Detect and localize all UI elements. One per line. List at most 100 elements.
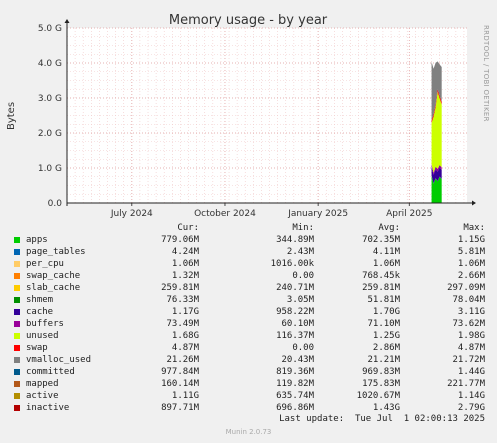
area-apps <box>431 175 442 203</box>
legend-swatch <box>14 369 20 375</box>
legend-row-buffers: buffers 73.49M 60.10M 71.10M 73.62M <box>0 318 497 330</box>
legend-row-mapped: mapped 160.14M 119.82M 175.83M 221.77M <box>0 378 497 390</box>
legend-avg: 21.21M <box>367 355 400 365</box>
legend-avg: 1.70G <box>372 307 400 317</box>
legend-min: 20.43M <box>281 355 314 365</box>
legend-name: unused <box>26 331 59 341</box>
legend-cur: 1.06M <box>171 259 199 269</box>
legend-cur: 1.17G <box>171 307 199 317</box>
legend-max: 3.11G <box>457 307 485 317</box>
legend-row-shmem: shmem 76.33M 3.05M 51.81M 78.04M <box>0 294 497 306</box>
legend-cur: 259.81M <box>161 283 199 293</box>
legend-row-inactive: inactive 897.71M 696.86M 1.43G 2.79G <box>0 402 497 414</box>
x-ticks: July 2024 October 2024 January 2025 April 2… <box>110 203 432 219</box>
legend-cur: 1.68G <box>171 331 199 341</box>
legend-max: 1.98G <box>457 331 485 341</box>
legend-max: 1.06M <box>457 259 485 269</box>
legend-min: 0.00 <box>292 343 314 353</box>
legend-cur: 160.14M <box>161 379 199 389</box>
legend-min: 635.74M <box>276 391 314 401</box>
area-slab-cache <box>431 166 442 184</box>
legend-cur: 4.87M <box>171 343 199 353</box>
x-axis-arrow <box>472 200 476 206</box>
legend-swatch <box>14 405 20 411</box>
legend-min: 60.10M <box>281 319 314 329</box>
legend-swatch <box>14 321 20 327</box>
legend-row-swap-cache: swap_cache 1.32M 0.00 768.45k 2.66M <box>0 270 497 282</box>
legend-name: mapped <box>26 379 59 389</box>
chart-title: Memory usage - by year <box>169 13 328 28</box>
legend-name: apps <box>26 235 48 245</box>
legend-swatch <box>14 273 20 279</box>
legend-min: 1016.00k <box>270 259 314 269</box>
legend-row-cache: cache 1.17G 958.22M 1.70G 3.11G <box>0 306 497 318</box>
legend-min: 958.22M <box>276 307 314 317</box>
legend-min: 819.36M <box>276 367 314 377</box>
legend-cur: 1.32M <box>171 271 199 281</box>
legend-name: slab_cache <box>26 283 81 293</box>
legend-avg: 71.10M <box>367 319 400 329</box>
legend-max: 2.66M <box>457 271 485 281</box>
legend-name: per_cpu <box>26 259 64 269</box>
x-tick-label: October 2024 <box>194 209 256 219</box>
y-tick-label: 4.0 G <box>38 59 62 69</box>
legend-swatch <box>14 381 20 387</box>
legend-swatch <box>14 249 20 255</box>
legend-max: 78.04M <box>452 295 485 305</box>
area-unused <box>431 61 442 121</box>
y-tick-label: 5.0 G <box>38 24 62 34</box>
legend-max: 1.15G <box>457 235 485 245</box>
legend-row-page-tables: page_tables 4.24M 2.43M 4.11M 5.81M <box>0 246 497 258</box>
area-buffers <box>431 89 442 123</box>
legend-name: buffers <box>26 319 64 329</box>
munin-version: Munin 2.0.73 <box>225 428 272 436</box>
legend-min: 119.82M <box>276 379 314 389</box>
legend-max: 4.87M <box>457 343 485 353</box>
legend-swatch <box>14 261 20 267</box>
axes <box>64 19 476 206</box>
legend-avg: 768.45k <box>362 271 400 281</box>
legend-max: 2.79G <box>457 403 485 413</box>
legend-swatch <box>14 237 20 243</box>
legend-row-apps: apps 779.06M 344.89M 702.35M 1.15G <box>0 234 497 246</box>
x-tick-label: July 2024 <box>110 209 153 219</box>
legend-avg: 4.11M <box>372 247 400 257</box>
legend-header-max: Max: <box>463 223 485 233</box>
legend-cur: 779.06M <box>161 235 199 245</box>
legend-min: 3.05M <box>286 295 314 305</box>
legend-avg: 969.83M <box>362 367 400 377</box>
legend-max: 73.62M <box>452 319 485 329</box>
y-tick-label: 3.0 G <box>38 94 62 104</box>
legend-max: 21.72M <box>452 355 485 365</box>
legend-avg: 259.81M <box>362 283 400 293</box>
legend-swatch <box>14 345 20 351</box>
legend-name: swap_cache <box>26 271 81 281</box>
legend-cur: 73.49M <box>166 319 199 329</box>
legend-name: cache <box>26 307 54 317</box>
legend-name: page_tables <box>26 247 86 257</box>
legend-header-min: Min: <box>292 223 314 233</box>
legend-max: 5.81M <box>457 247 485 257</box>
legend-cur: 897.71M <box>161 403 199 413</box>
legend-avg: 1.25G <box>372 331 400 341</box>
legend-name: shmem <box>26 295 54 305</box>
legend-row-vmalloc-used: vmalloc_used 21.26M 20.43M 21.21M 21.72M <box>0 354 497 366</box>
area-cache <box>431 91 442 173</box>
area-shmem <box>431 163 442 175</box>
legend-min: 2.43M <box>286 247 314 257</box>
y-tick-label: 1.0 G <box>38 164 62 174</box>
legend-avg: 1020.67M <box>356 391 400 401</box>
legend-name: swap <box>26 343 48 353</box>
legend-swatch <box>14 297 20 303</box>
legend-avg: 1.43G <box>372 403 400 413</box>
y-axis-label: Bytes <box>6 102 17 130</box>
legend-min: 0.00 <box>292 271 314 281</box>
legend-min: 344.89M <box>276 235 314 245</box>
legend-max: 221.77M <box>447 379 485 389</box>
legend-max: 1.44G <box>457 367 485 377</box>
legend-swatch <box>14 309 20 315</box>
legend-row-active: active 1.11G 635.74M 1020.67M 1.14G <box>0 390 497 402</box>
side-label: RRDTOOL / TOBI OETIKER <box>482 25 490 122</box>
legend-swatch <box>14 285 20 291</box>
legend-min: 116.37M <box>276 331 314 341</box>
